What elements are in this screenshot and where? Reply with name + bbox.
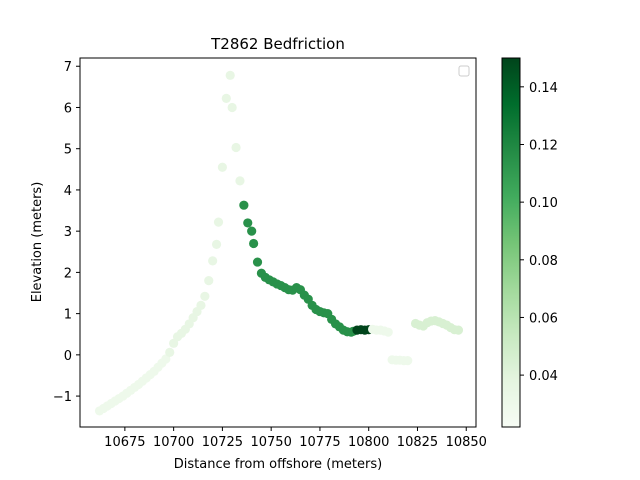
colorbar-tick-label: 0.14 — [529, 81, 558, 96]
data-point — [403, 356, 413, 366]
data-point — [165, 347, 175, 357]
x-axis-ticks: 10675 10700 10725 10750 10775 10800 10825 10850 — [104, 427, 487, 450]
x-tick-label: 10675 — [104, 435, 145, 450]
data-point — [217, 162, 227, 172]
x-tick-label: 10850 — [446, 435, 487, 450]
y-axis-label: Elevation (meters) — [30, 182, 45, 303]
plot-frame — [79, 57, 477, 428]
data-point — [231, 142, 241, 153]
colorbar-tick-label: 0.06 — [529, 311, 558, 326]
data-point — [383, 327, 393, 337]
data-point — [221, 93, 231, 103]
y-tick-label: 7 — [64, 60, 72, 75]
colorbar-tick-label: 0.08 — [529, 254, 558, 269]
y-tick-label: 0 — [64, 349, 72, 364]
colorbar-tick-label: 0.04 — [529, 369, 558, 384]
y-tick-label: 6 — [64, 101, 72, 116]
y-tick-label: 1 — [64, 308, 72, 323]
data-point — [453, 325, 464, 335]
colorbar-ticks: 0.04 0.06 0.08 0.10 0.12 0.14 — [520, 81, 558, 384]
y-tick-label: −1 — [53, 390, 72, 405]
data-point — [243, 218, 253, 228]
data-point — [247, 226, 257, 236]
data-point — [196, 300, 206, 310]
x-tick-label: 10775 — [299, 435, 340, 450]
chart-title: T2862 Bedfriction — [210, 35, 345, 53]
y-tick-label: 4 — [64, 184, 72, 199]
data-point — [227, 102, 237, 113]
y-tick-label: 3 — [64, 225, 72, 240]
x-axis-label: Distance from offshore (meters) — [174, 457, 382, 472]
data-point — [200, 291, 210, 301]
data-point — [252, 257, 263, 267]
x-tick-label: 10800 — [348, 435, 389, 450]
data-point — [235, 176, 245, 186]
x-tick-label: 10725 — [202, 435, 243, 450]
scatter-points — [94, 70, 464, 416]
colorbar — [501, 57, 521, 428]
y-tick-label: 5 — [64, 143, 72, 158]
x-tick-label: 10700 — [153, 435, 194, 450]
x-tick-label: 10825 — [397, 435, 438, 450]
x-tick-label: 10750 — [250, 435, 291, 450]
data-point — [208, 256, 218, 266]
legend-box — [458, 65, 470, 77]
data-point — [225, 70, 235, 80]
colorbar-tick-label: 0.10 — [529, 196, 558, 211]
y-axis-ticks: −1 0 1 2 3 4 5 6 7 — [53, 60, 80, 405]
data-point — [239, 200, 249, 210]
data-point — [204, 276, 214, 286]
data-point — [213, 217, 224, 227]
colorbar-tick-label: 0.12 — [529, 138, 558, 153]
data-point — [211, 239, 222, 249]
data-point — [249, 238, 259, 249]
y-tick-label: 2 — [64, 266, 72, 281]
